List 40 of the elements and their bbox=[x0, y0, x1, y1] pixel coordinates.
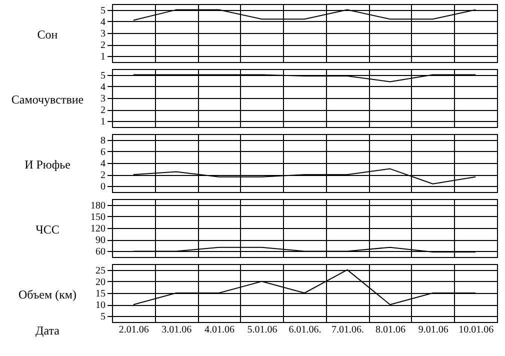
y-axis-title: Сон bbox=[37, 28, 58, 42]
y-tick-label: 6 bbox=[100, 146, 106, 158]
y-tick-label: 0 bbox=[100, 182, 106, 193]
x-tick-label: 9.01.06 bbox=[418, 324, 448, 336]
y-axis-title: Объем (км) bbox=[18, 288, 77, 302]
x-tick-label: 7.01.06. bbox=[332, 324, 364, 336]
y-tick-label: 25 bbox=[96, 265, 106, 276]
y-axis-title: И Рюфье bbox=[24, 158, 70, 172]
y-tick-label: 3 bbox=[100, 28, 106, 40]
y-tick-label: 20 bbox=[96, 276, 106, 288]
x-tick-label: 6.01.06. bbox=[288, 324, 322, 336]
y-tick-label: 2 bbox=[100, 170, 106, 182]
y-axis-title: Самочувствие bbox=[11, 92, 84, 106]
y-tick-label: 4 bbox=[100, 16, 106, 28]
y-tick-label: 1 bbox=[100, 52, 106, 63]
x-tick-label: 3.01.06 bbox=[162, 324, 192, 336]
y-tick-label: 5 bbox=[100, 312, 106, 323]
y-tick-label: 90 bbox=[96, 235, 106, 246]
y-tick-label: 150 bbox=[90, 212, 106, 223]
y-axis-title: ЧСС bbox=[36, 222, 60, 236]
y-tick-label: 180 bbox=[90, 200, 106, 212]
y-tick-label: 2 bbox=[100, 105, 106, 116]
y-tick-label: 1 bbox=[100, 116, 106, 128]
y-tick-label: 2 bbox=[100, 40, 106, 52]
x-tick-label: 8.01.06 bbox=[376, 324, 406, 336]
x-tick-label: 5.01.06 bbox=[247, 324, 278, 336]
x-tick-label: 2.01.06 bbox=[118, 324, 149, 336]
y-tick-label: 60 bbox=[96, 246, 106, 258]
x-tick-label: 4.01.06 bbox=[204, 324, 234, 336]
y-tick-label: 3 bbox=[100, 94, 106, 104]
y-tick-label: 10 bbox=[96, 300, 106, 312]
y-tick-label: 4 bbox=[100, 158, 106, 170]
y-tick-label: 4 bbox=[100, 82, 106, 93]
y-tick-label: 5 bbox=[100, 70, 106, 82]
x-axis-title: Дата bbox=[36, 324, 60, 338]
x-tick-label: 10.01.06 bbox=[458, 324, 494, 336]
y-tick-label: 15 bbox=[96, 288, 106, 300]
y-tick-label: 5 bbox=[100, 5, 106, 16]
y-tick-label: 120 bbox=[90, 224, 106, 234]
y-tick-label: 8 bbox=[100, 135, 106, 146]
